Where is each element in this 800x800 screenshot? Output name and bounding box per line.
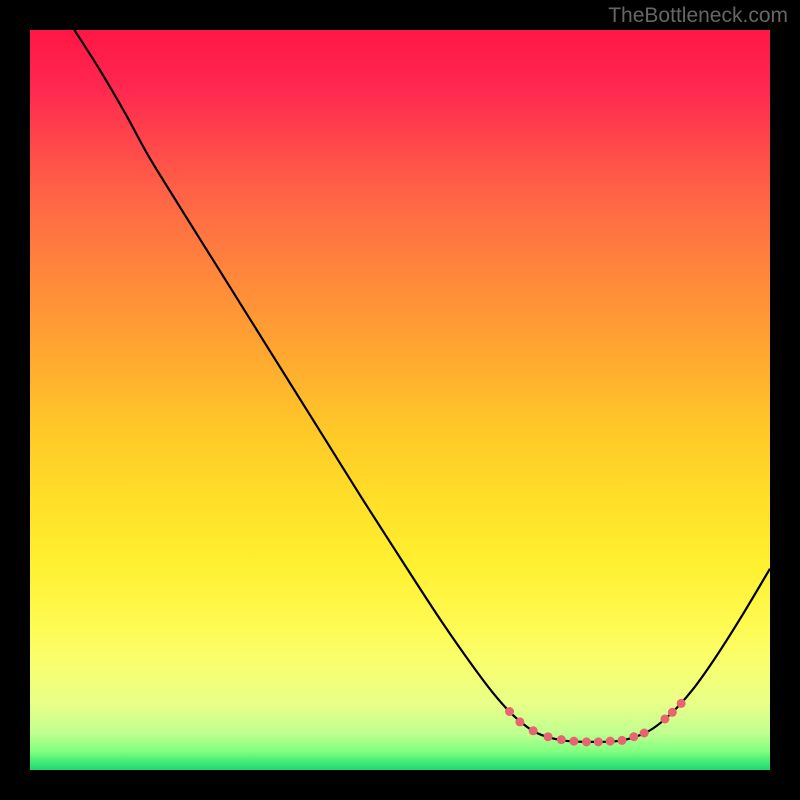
curve-marker-dot — [594, 737, 603, 746]
bottleneck-curve — [30, 30, 770, 770]
chart-plot-area — [30, 30, 770, 770]
curve-marker-dot — [618, 736, 627, 745]
curve-path — [74, 30, 770, 742]
curve-marker-dot — [529, 726, 538, 735]
curve-marker-dot — [515, 717, 524, 726]
curve-marker-dot — [677, 699, 686, 708]
curve-marker-dot — [582, 737, 591, 746]
curve-marker-dot — [557, 735, 566, 744]
curve-marker-dot — [660, 714, 669, 723]
curve-marker-dot — [640, 729, 649, 738]
curve-marker-dot — [606, 737, 615, 746]
curve-marker-dot — [505, 707, 514, 716]
curve-marker-dot — [569, 737, 578, 746]
curve-marker-dot — [544, 732, 553, 741]
watermark-text: TheBottleneck.com — [608, 4, 788, 28]
curve-marker-dot — [668, 708, 677, 717]
curve-marker-dot — [629, 732, 638, 741]
curve-markers — [505, 699, 686, 746]
